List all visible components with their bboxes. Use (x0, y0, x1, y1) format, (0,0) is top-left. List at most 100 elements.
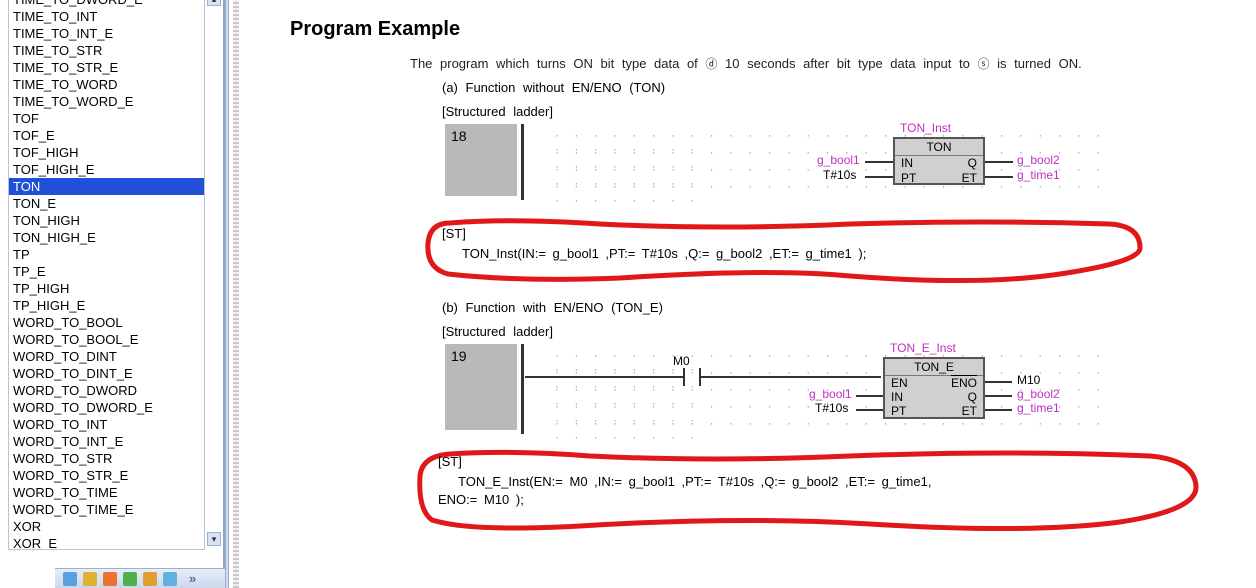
list-item[interactable]: WORD_TO_TIME (9, 484, 204, 501)
gtime1-a: g_time1 (1017, 168, 1060, 182)
ton-block-title: TON (895, 139, 983, 156)
wire-et-a (985, 176, 1013, 178)
list-item[interactable]: WORD_TO_INT (9, 416, 204, 433)
rung-number-b: 19 (445, 344, 517, 430)
page-title: Program Example (290, 18, 460, 41)
st-b-code-line1: TON_E_Inst(EN:= M0 ,IN:= g_bool1 ,PT:= T… (458, 474, 931, 489)
scroll-up-icon[interactable]: ▴ (207, 0, 221, 6)
intro-post: is turned ON. (997, 56, 1082, 71)
intro-pre: The program which turns ON bit type data… (410, 56, 705, 71)
list-item[interactable]: WORD_TO_BOOL (9, 314, 204, 331)
list-item[interactable]: TIME_TO_WORD (9, 76, 204, 93)
sidebar-bottom-toolbar: » (55, 568, 225, 588)
list-item[interactable]: TON (9, 178, 204, 195)
tool-icon-1[interactable] (63, 572, 77, 586)
st-b-code-line2: ENO:= M10 ); (438, 492, 524, 507)
gbool2-b: g_bool2 (1017, 387, 1060, 401)
gbool1-b: g_bool1 (809, 387, 852, 401)
section-a-heading: (a) Function without EN/ENO (TON) (442, 80, 665, 95)
gtime1-b: g_time1 (1017, 401, 1060, 415)
list-item[interactable]: TIME_TO_WORD_E (9, 93, 204, 110)
structured-b-label: [Structured ladder] (442, 324, 553, 339)
t10s-b: T#10s (815, 401, 848, 415)
list-item[interactable]: XOR (9, 518, 204, 535)
list-item[interactable]: TOF (9, 110, 204, 127)
list-item[interactable]: TON_E (9, 195, 204, 212)
tone-en-pin: EN (891, 376, 908, 390)
list-item[interactable]: WORD_TO_TIME_E (9, 501, 204, 518)
st-b-label: [ST] (438, 454, 462, 469)
list-item[interactable]: TOF_HIGH_E (9, 161, 204, 178)
list-item[interactable]: TON_HIGH (9, 212, 204, 229)
pane-divider[interactable] (225, 0, 229, 588)
list-item[interactable]: XOR_E (9, 535, 204, 550)
content-pane: Program Example The program which turns … (270, 0, 1256, 588)
rung-bus-bar-a (521, 124, 524, 200)
tone-block-title: TON_E (885, 359, 983, 376)
wire-pt-b (856, 409, 883, 411)
wire-in-b (856, 395, 883, 397)
st-a-code: TON_Inst(IN:= g_bool1 ,PT:= T#10s ,Q:= g… (462, 246, 866, 261)
toolbar-more-icon[interactable]: » (189, 571, 196, 586)
list-item[interactable]: WORD_TO_DINT (9, 348, 204, 365)
ton-et-pin: ET (962, 171, 977, 186)
list-item[interactable]: WORD_TO_DINT_E (9, 365, 204, 382)
gbool2-a: g_bool2 (1017, 153, 1060, 167)
tool-icon-3[interactable] (103, 572, 117, 586)
ton-pt-pin: PT (901, 171, 916, 186)
scroll-down-icon[interactable]: ▾ (207, 532, 221, 546)
list-item[interactable]: TP (9, 246, 204, 263)
ton-in-pin: IN (901, 156, 913, 171)
intro-text: The program which turns ON bit type data… (410, 55, 1082, 72)
list-item[interactable]: TOF_E (9, 127, 204, 144)
circle-s-icon: ⓢ (977, 55, 989, 72)
list-item[interactable]: WORD_TO_DWORD_E (9, 399, 204, 416)
ladder-diagram-b: 19 · · · · · · · · · · · · · · · · · · ·… (445, 344, 1165, 438)
tool-icon-6[interactable] (163, 572, 177, 586)
m10-b: M10 (1017, 373, 1040, 387)
ladder-diagram-a: 18 · · · · · · · · · · · · · · · · · · ·… (445, 124, 1165, 202)
list-item[interactable]: WORD_TO_INT_E (9, 433, 204, 450)
ton-block: TON IN Q PT ET (893, 137, 985, 185)
tool-icon-5[interactable] (143, 572, 157, 586)
rung-number-a: 18 (445, 124, 517, 196)
list-item[interactable]: TP_HIGH (9, 280, 204, 297)
st-b-region: [ST] TON_E_Inst(EN:= M0 ,IN:= g_bool1 ,P… (410, 448, 1210, 538)
wire-pt-a (865, 176, 893, 178)
list-item[interactable]: WORD_TO_BOOL_E (9, 331, 204, 348)
list-item[interactable]: TIME_TO_STR (9, 42, 204, 59)
list-item[interactable]: TON_HIGH_E (9, 229, 204, 246)
tone-q-pin: Q (968, 390, 977, 404)
list-item[interactable]: TP_HIGH_E (9, 297, 204, 314)
list-item[interactable]: TIME_TO_INT (9, 8, 204, 25)
contact-m0 (675, 368, 709, 386)
st-a-label: [ST] (442, 226, 466, 241)
tool-icon-2[interactable] (83, 572, 97, 586)
ton-inst-label: TON_Inst (900, 121, 951, 135)
wire-et-b (985, 409, 1012, 411)
list-item[interactable]: TIME_TO_STR_E (9, 59, 204, 76)
tone-inst-label: TON_E_Inst (890, 341, 956, 355)
splitter-grip[interactable] (233, 0, 239, 588)
highlight-b-icon (410, 448, 1210, 538)
list-item[interactable]: TP_E (9, 263, 204, 280)
st-a-region: [ST] TON_Inst(IN:= g_bool1 ,PT:= T#10s ,… (420, 218, 1190, 288)
gbool1-a: g_bool1 (817, 153, 860, 167)
list-item[interactable]: WORD_TO_DWORD (9, 382, 204, 399)
list-item[interactable]: TOF_HIGH (9, 144, 204, 161)
list-item[interactable]: WORD_TO_STR (9, 450, 204, 467)
list-item[interactable]: WORD_TO_STR_E (9, 467, 204, 484)
ton-q-pin: Q (968, 156, 977, 171)
intro-mid: 10 seconds after bit type data input to (725, 56, 977, 71)
tone-block: TON_E ENENO INQ PTET (883, 357, 985, 419)
list-item[interactable]: TIME_TO_INT_E (9, 25, 204, 42)
wire-q-a (985, 161, 1013, 163)
structured-a-label: [Structured ladder] (442, 104, 553, 119)
list-item[interactable]: TIME_TO_DWORD_E (9, 0, 204, 8)
tool-icon-4[interactable] (123, 572, 137, 586)
tone-eno-pin: ENO (951, 376, 977, 390)
wire-eno-b (985, 381, 1012, 383)
section-b-heading: (b) Function with EN/ENO (TON_E) (442, 300, 663, 315)
t10s-a: T#10s (823, 168, 856, 182)
function-list[interactable]: TIME_TO_DWORD_ETIME_TO_INTTIME_TO_INT_ET… (8, 0, 205, 550)
